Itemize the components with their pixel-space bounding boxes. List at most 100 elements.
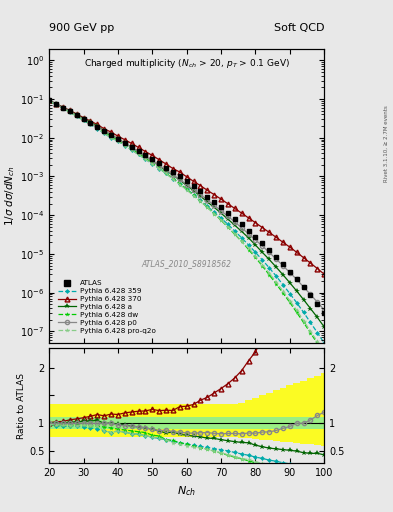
Pythia 6.428 p0 <box>81 116 86 122</box>
Pythia 6.428 a <box>294 288 299 294</box>
Pythia 6.428 370 <box>253 220 258 226</box>
Pythia 6.428 370 <box>108 129 114 135</box>
Pythia 6.428 a <box>315 314 320 321</box>
Pythia 6.428 p0 <box>164 166 169 173</box>
Pythia 6.428 370 <box>267 229 272 236</box>
Pythia 6.428 359 <box>198 198 203 204</box>
Pythia 6.428 a <box>219 210 223 216</box>
Pythia 6.428 359 <box>164 170 169 177</box>
ATLAS <box>74 112 79 118</box>
Pythia 6.428 359 <box>288 290 292 296</box>
Pythia 6.428 dw <box>212 210 217 217</box>
Pythia 6.428 pro-q2o <box>164 170 169 177</box>
Pythia 6.428 370 <box>102 126 107 132</box>
Text: Charged multiplicity ($N_{ch}$ > 20, $p_T$ > 0.1 GeV): Charged multiplicity ($N_{ch}$ > 20, $p_… <box>84 57 290 71</box>
Pythia 6.428 370 <box>129 140 134 146</box>
Pythia 6.428 pro-q2o <box>81 117 86 123</box>
Pythia 6.428 p0 <box>184 181 189 187</box>
Pythia 6.428 359 <box>301 309 306 315</box>
Pythia 6.428 a <box>74 112 79 118</box>
Pythia 6.428 370 <box>219 196 223 202</box>
Pythia 6.428 a <box>157 163 162 169</box>
Pythia 6.428 pro-q2o <box>226 224 230 230</box>
Pythia 6.428 359 <box>308 319 313 326</box>
Pythia 6.428 pro-q2o <box>178 181 182 187</box>
Pythia 6.428 370 <box>239 210 244 216</box>
Pythia 6.428 dw <box>198 198 203 204</box>
Pythia 6.428 359 <box>95 126 100 132</box>
Pythia 6.428 pro-q2o <box>88 121 93 127</box>
Pythia 6.428 a <box>233 222 237 228</box>
Pythia 6.428 dw <box>267 272 272 278</box>
Pythia 6.428 pro-q2o <box>260 262 265 268</box>
Pythia 6.428 370 <box>136 144 141 151</box>
Pythia 6.428 p0 <box>88 120 93 126</box>
Pythia 6.428 pro-q2o <box>233 231 237 237</box>
Pythia 6.428 pro-q2o <box>253 253 258 260</box>
Pythia 6.428 359 <box>102 130 107 136</box>
Pythia 6.428 pro-q2o <box>116 138 120 144</box>
Pythia 6.428 359 <box>150 161 155 167</box>
Pythia 6.428 370 <box>95 121 100 127</box>
Pythia 6.428 p0 <box>288 269 292 275</box>
Pythia 6.428 dw <box>322 351 327 357</box>
Pythia 6.428 370 <box>88 118 93 124</box>
Pythia 6.428 a <box>68 108 72 114</box>
ATLAS <box>274 253 278 260</box>
Pythia 6.428 p0 <box>47 97 51 103</box>
Pythia 6.428 p0 <box>260 243 265 249</box>
Pythia 6.428 359 <box>246 242 251 248</box>
Pythia 6.428 pro-q2o <box>136 152 141 158</box>
Pythia 6.428 359 <box>88 121 93 127</box>
Pythia 6.428 370 <box>322 271 327 278</box>
Pythia 6.428 dw <box>178 181 182 187</box>
Pythia 6.428 dw <box>233 231 237 238</box>
Pythia 6.428 pro-q2o <box>68 109 72 115</box>
ATLAS <box>198 188 203 195</box>
Pythia 6.428 p0 <box>108 132 114 138</box>
Pythia 6.428 370 <box>212 191 217 198</box>
Pythia 6.428 pro-q2o <box>301 317 306 324</box>
ATLAS <box>184 178 189 184</box>
Pythia 6.428 p0 <box>129 144 134 151</box>
Pythia 6.428 p0 <box>95 124 100 130</box>
Pythia 6.428 370 <box>123 137 127 143</box>
Text: Soft QCD: Soft QCD <box>274 23 324 33</box>
ATLAS <box>267 246 272 252</box>
Pythia 6.428 370 <box>246 215 251 221</box>
Pythia 6.428 p0 <box>123 140 127 146</box>
Pythia 6.428 dw <box>171 175 175 181</box>
Pythia 6.428 pro-q2o <box>274 279 278 285</box>
Pythia 6.428 p0 <box>226 213 230 219</box>
Pythia 6.428 359 <box>253 249 258 255</box>
Pythia 6.428 370 <box>294 249 299 255</box>
Pythia 6.428 p0 <box>61 104 65 111</box>
Pythia 6.428 pro-q2o <box>219 217 223 223</box>
Pythia 6.428 359 <box>267 265 272 271</box>
Pythia 6.428 a <box>81 116 86 122</box>
ATLAS <box>308 292 313 298</box>
Pythia 6.428 370 <box>53 100 59 106</box>
ATLAS <box>95 124 100 130</box>
ATLAS <box>47 97 51 103</box>
Pythia 6.428 dw <box>123 142 127 148</box>
Pythia 6.428 dw <box>53 101 59 108</box>
Pythia 6.428 a <box>95 123 100 129</box>
ATLAS <box>246 227 251 233</box>
ATLAS <box>143 152 148 158</box>
ATLAS <box>136 148 141 154</box>
Pythia 6.428 a <box>322 324 327 330</box>
Pythia 6.428 dw <box>136 151 141 157</box>
Pythia 6.428 p0 <box>102 128 107 134</box>
Pythia 6.428 pro-q2o <box>205 204 210 210</box>
Pythia 6.428 p0 <box>171 172 175 178</box>
Pythia 6.428 pro-q2o <box>150 161 155 167</box>
Pythia 6.428 pro-q2o <box>281 288 285 294</box>
Pythia 6.428 a <box>274 264 278 270</box>
Text: Rivet 3.1.10, ≥ 2.7M events: Rivet 3.1.10, ≥ 2.7M events <box>384 105 389 182</box>
Pythia 6.428 359 <box>81 117 86 123</box>
ATLAS <box>288 268 292 274</box>
Pythia 6.428 370 <box>81 115 86 121</box>
Pythia 6.428 pro-q2o <box>184 187 189 193</box>
Pythia 6.428 a <box>191 187 196 194</box>
